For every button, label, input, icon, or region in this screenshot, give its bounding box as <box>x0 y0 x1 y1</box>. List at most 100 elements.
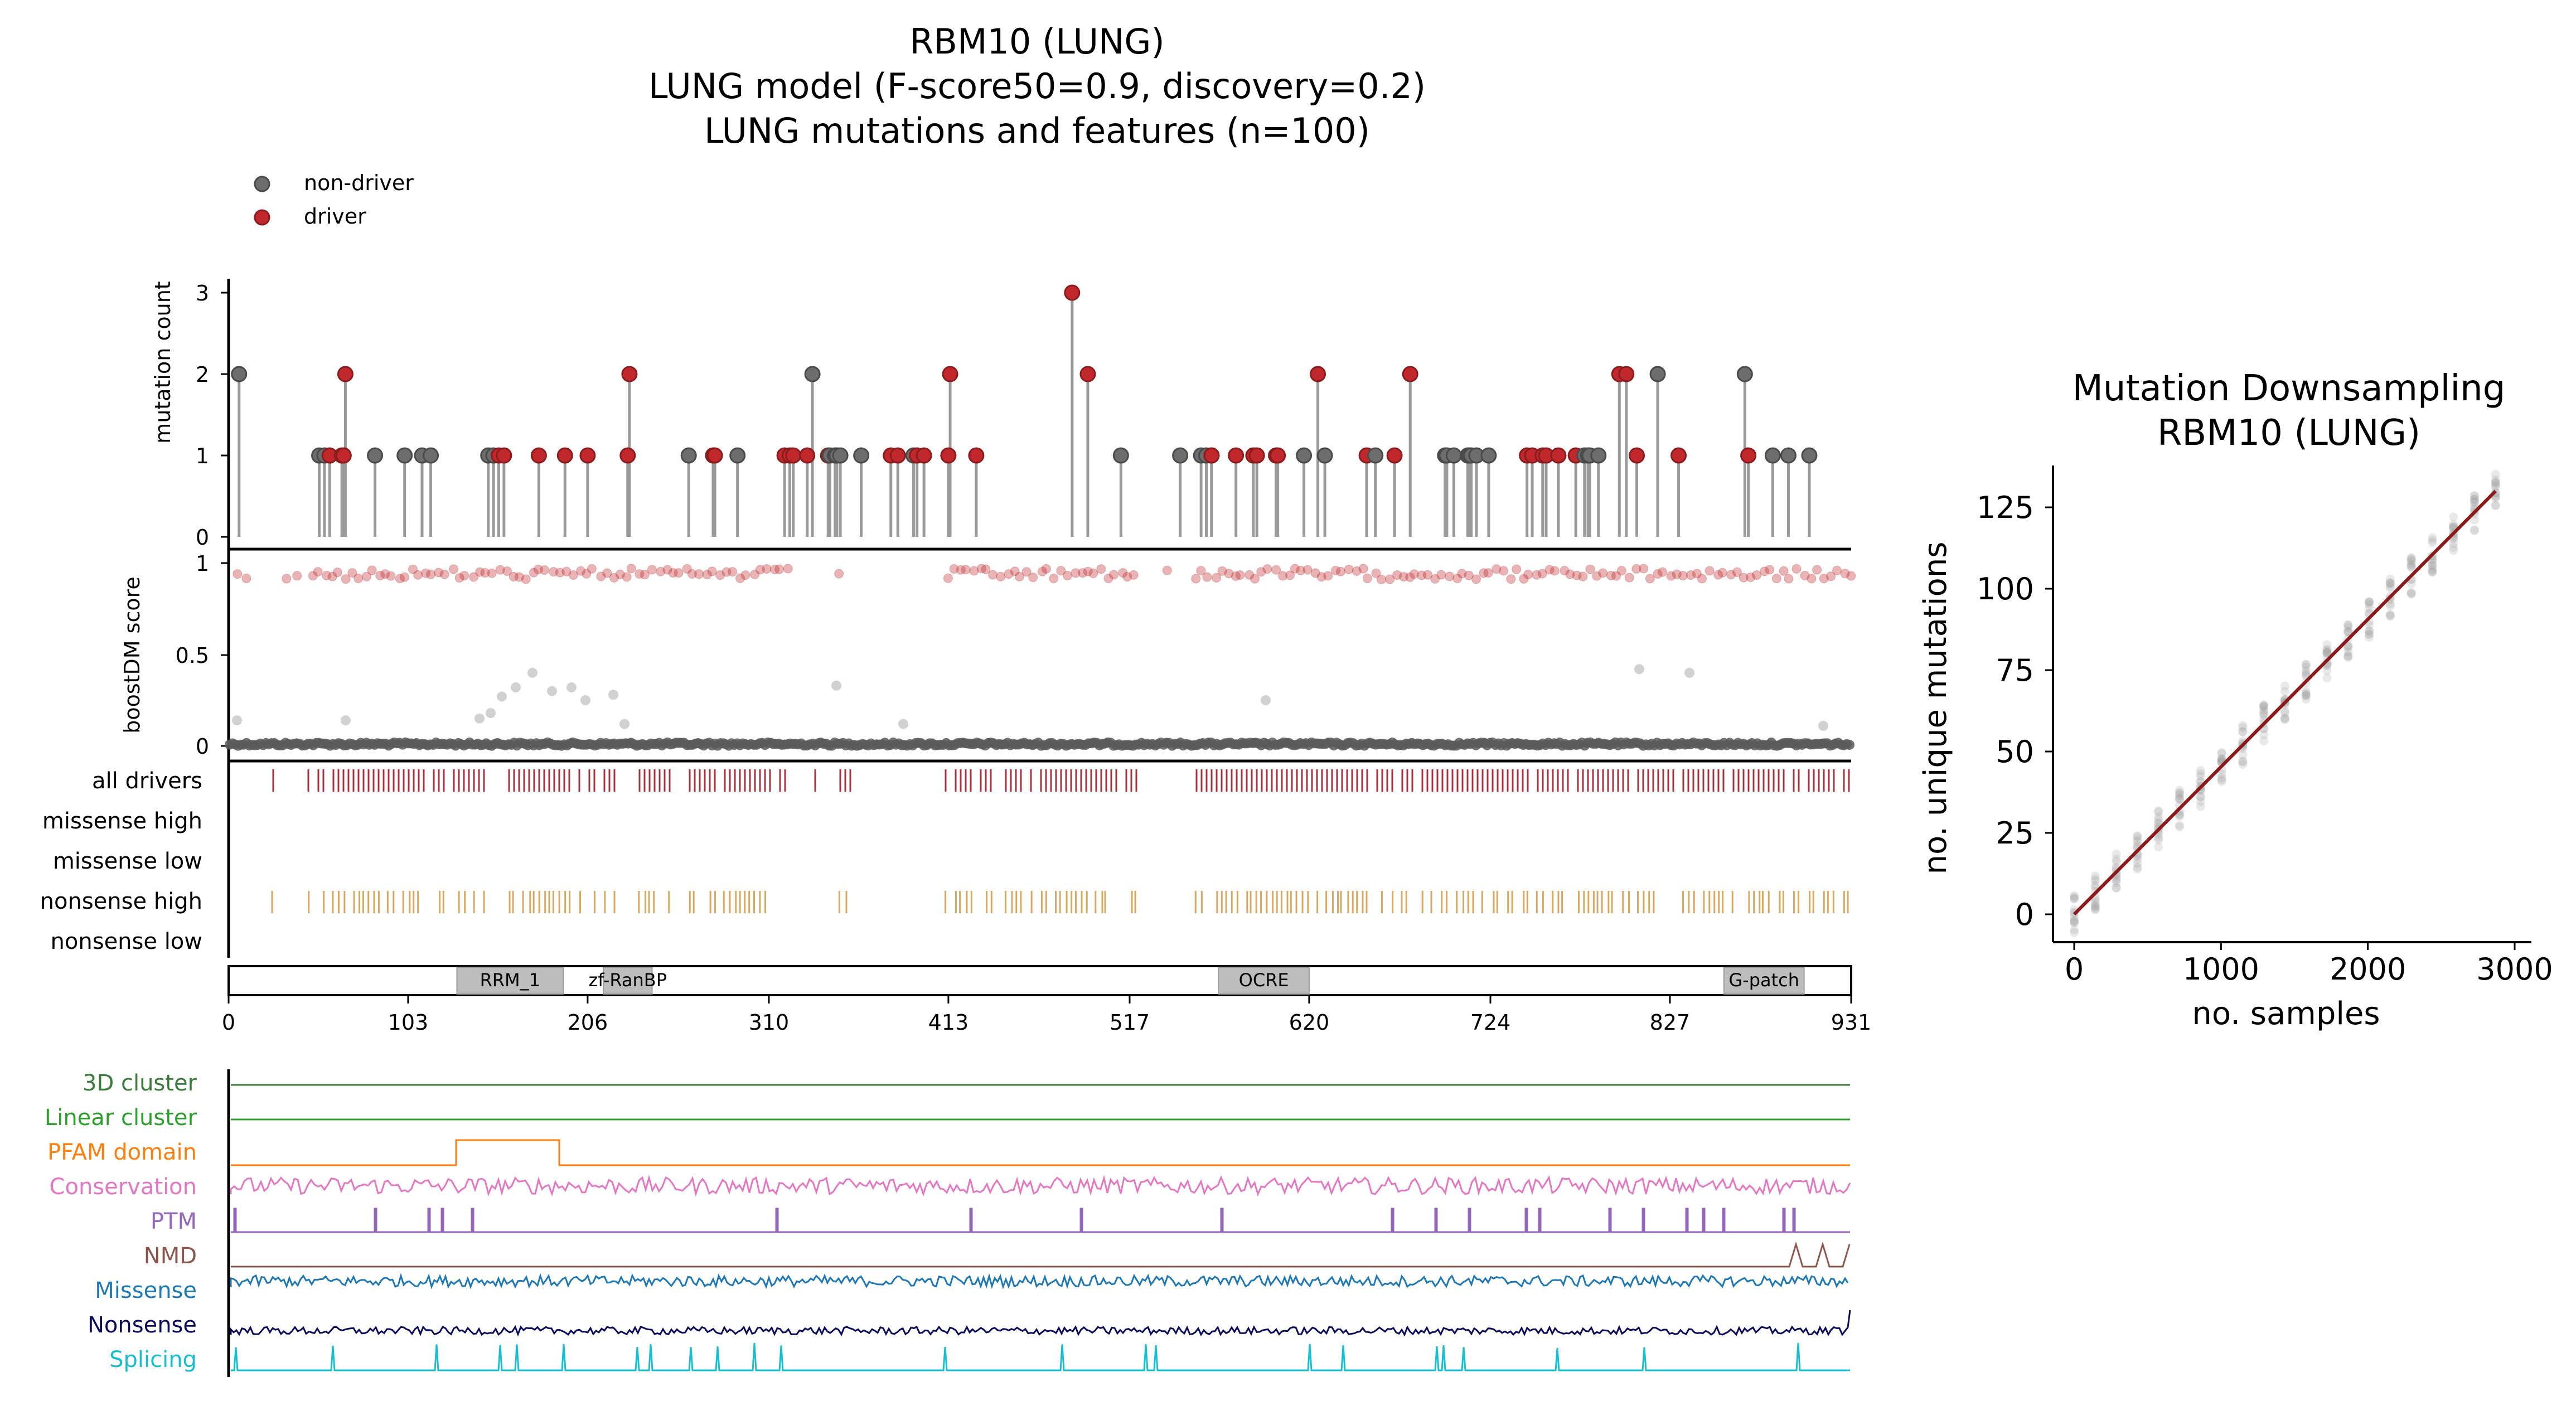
feature-missense-line <box>230 1273 1849 1289</box>
boost-point-high <box>1537 569 1547 579</box>
boost-point-high <box>1624 573 1634 583</box>
boost-point-high <box>1572 570 1582 580</box>
needle-head-driver <box>556 447 573 464</box>
ds-point <box>2301 666 2311 676</box>
protein-xtick-label: 931 <box>1831 1010 1872 1035</box>
ds-point <box>2090 881 2100 890</box>
ds-point <box>2280 681 2289 691</box>
ds-point <box>2491 477 2500 487</box>
ds-point <box>2238 721 2248 730</box>
needle-head-driver <box>1740 447 1757 464</box>
ds-point <box>2196 769 2205 778</box>
ds-point <box>2322 640 2332 649</box>
boost-point-mid <box>232 715 242 726</box>
ds-point <box>2385 612 2395 621</box>
ds-point <box>2428 538 2437 547</box>
boost-point-high <box>549 567 559 577</box>
ds-point <box>2196 772 2205 781</box>
domain-zf-ranbp <box>603 967 653 995</box>
boost-point-high <box>762 564 772 574</box>
boost-point-mid <box>1261 695 1271 705</box>
ds-point <box>2175 793 2184 803</box>
track-label-all-drivers: all drivers <box>92 768 202 794</box>
needle-head-driver <box>889 447 906 464</box>
boost-point-high <box>1791 564 1802 574</box>
ds-point <box>2491 481 2500 491</box>
boost-point-high <box>1585 564 1595 574</box>
ds-point <box>2175 795 2184 804</box>
ds-point <box>2133 831 2142 841</box>
ds-point <box>2301 686 2311 696</box>
ds-point <box>2385 609 2395 619</box>
ds-point <box>2196 802 2205 811</box>
ds-point <box>2406 560 2416 570</box>
boost-point-high <box>533 564 543 574</box>
ds-point <box>2090 898 2100 907</box>
boost-point-high <box>694 569 704 579</box>
ds-point <box>2428 567 2437 576</box>
boost-point-high <box>408 564 418 574</box>
boost-point-high <box>668 568 678 578</box>
needle-head-non-driver <box>1172 447 1189 464</box>
boost-point-high <box>674 568 684 578</box>
ds-point <box>2238 759 2248 769</box>
boost-point-high <box>454 573 464 583</box>
feature-ptm-line <box>231 1208 1850 1233</box>
needle-head-driver <box>496 447 512 464</box>
legend-non-driver-marker <box>254 176 270 192</box>
ds-point <box>2217 773 2226 782</box>
ds-xtick-label: 1000 <box>2183 952 2259 987</box>
ds-point <box>2322 648 2332 657</box>
needle-head-driver <box>1270 447 1286 464</box>
boost-point-high <box>687 569 697 579</box>
boost-point-high <box>1191 574 1201 584</box>
ds-point <box>2449 542 2458 552</box>
boost-point-high <box>1471 574 1481 584</box>
feature-labels: 3D cluster Linear cluster PFAM domain Co… <box>45 1070 197 1373</box>
boost-point-high <box>487 568 497 578</box>
boost-point-high <box>715 570 725 580</box>
boost-point-high <box>783 564 793 574</box>
ds-xtick-label: 3000 <box>2476 952 2553 987</box>
downsampling-plot: Mutation Downsampling RBM10 (LUNG) no. u… <box>1918 368 2553 1032</box>
ds-point <box>2217 777 2226 786</box>
ds-ytick-label: 75 <box>1996 653 2034 688</box>
protein-xtick-label: 310 <box>749 1010 790 1035</box>
ds-point <box>2154 835 2163 845</box>
ds-point <box>2428 561 2437 570</box>
ds-point <box>2070 917 2079 927</box>
ds-point <box>2406 553 2416 563</box>
boost-points <box>225 564 1856 751</box>
ds-point <box>2090 871 2100 881</box>
boost-ytick-label-1: 1 <box>196 551 209 576</box>
ds-point <box>2175 791 2184 800</box>
ds-ytick-label: 0 <box>2015 897 2034 932</box>
ds-point <box>2365 597 2374 607</box>
ds-point <box>2112 857 2121 866</box>
ds-ytick-label: 50 <box>1996 734 2034 769</box>
boost-ytick-label-0: 0 <box>196 734 209 759</box>
protein-xtick-label: 103 <box>388 1010 429 1035</box>
boost-point-high <box>1523 569 1533 579</box>
ds-title-line-1: Mutation Downsampling <box>2073 368 2506 409</box>
ds-point <box>2301 690 2311 700</box>
boost-point-high <box>354 573 364 583</box>
ds-point <box>2217 748 2226 758</box>
boost-point-high <box>367 565 377 575</box>
boost-point-high <box>707 566 717 576</box>
boost-point-high <box>1800 570 1810 580</box>
boost-point-high <box>1697 574 1707 584</box>
ds-point <box>2090 876 2100 886</box>
ds-point <box>2280 715 2289 724</box>
ds-point <box>2322 648 2332 657</box>
feature-label-pfam-domain: PFAM domain <box>47 1140 197 1165</box>
boost-point-high <box>1436 570 1446 580</box>
boost-point-high <box>622 572 632 582</box>
ds-point <box>2070 917 2079 926</box>
boost-point-high <box>682 564 692 574</box>
ds-point <box>2196 792 2205 801</box>
needle-y-ticks: 0 1 2 3 <box>196 281 229 550</box>
title-line-2: LUNG model (F-score50=0.9, discovery=0.2… <box>648 66 1426 106</box>
boost-point-high <box>555 568 565 578</box>
boost-point-high <box>1752 570 1762 580</box>
